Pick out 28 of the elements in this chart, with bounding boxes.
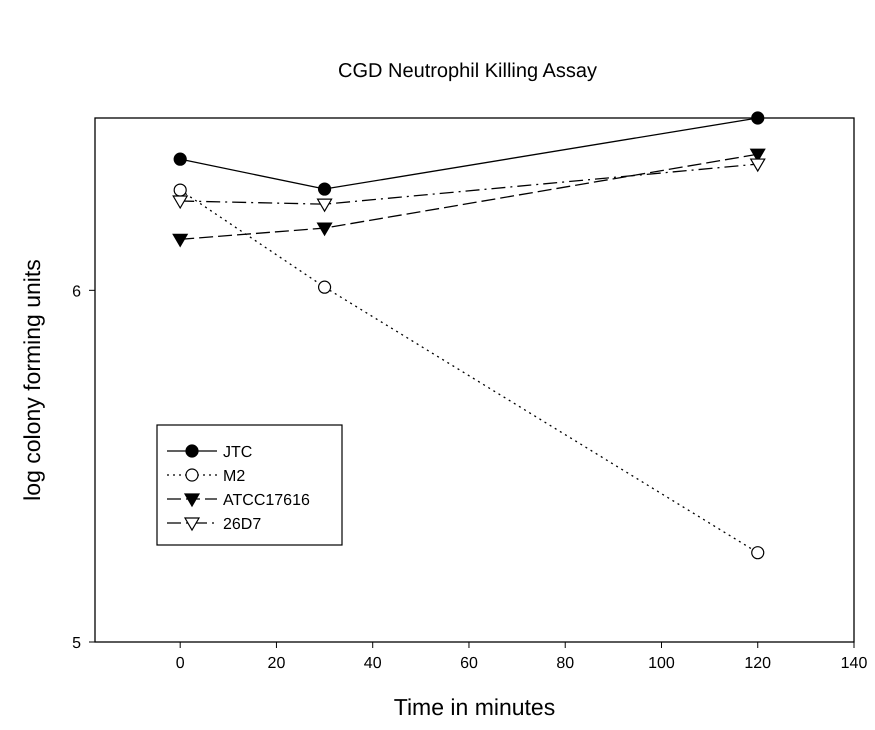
point [318, 182, 332, 196]
point [172, 195, 188, 209]
chart-title: CGD Neutrophil Killing Assay [338, 60, 597, 82]
point [316, 222, 332, 236]
x-axis-title: Time in minutes [394, 694, 556, 720]
x-tick-label: 20 [268, 655, 286, 672]
legend-label: ATCC17616 [223, 492, 310, 509]
point [174, 152, 187, 166]
point [750, 158, 766, 172]
x-tick-label: 140 [840, 655, 868, 672]
legend-label: JTC [223, 444, 252, 461]
x-tick-label: 120 [744, 655, 772, 672]
x-tick-label: 40 [364, 655, 382, 672]
legend-label: M2 [223, 468, 246, 485]
x-tick-label: 80 [556, 655, 574, 672]
legend-label: 26D7 [223, 516, 262, 533]
point [316, 198, 332, 212]
x-tick-label: 60 [460, 655, 478, 672]
point [174, 183, 187, 197]
point [751, 546, 764, 560]
y-tick-label: 6 [72, 283, 82, 300]
y-tick-label: 5 [72, 635, 82, 652]
point [172, 234, 188, 247]
y-axis-title: log colony forming units [19, 259, 45, 501]
x-tick-label: 100 [648, 655, 675, 672]
point [751, 111, 764, 125]
x-tick-label: 0 [176, 655, 185, 672]
point [318, 280, 332, 294]
